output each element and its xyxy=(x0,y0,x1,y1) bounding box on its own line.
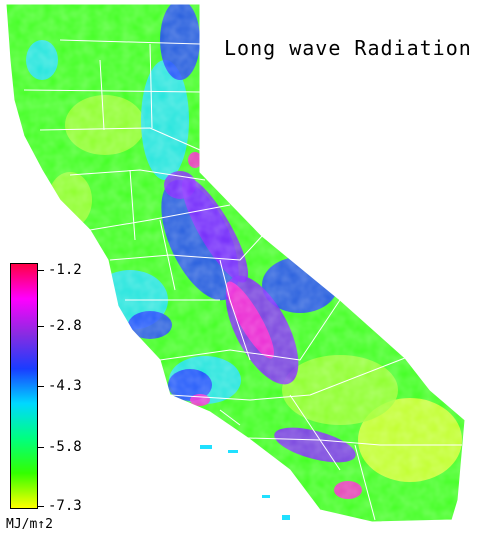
legend-tick xyxy=(38,326,44,327)
island xyxy=(282,515,290,520)
legend-tick-label: -1.2 xyxy=(48,262,82,278)
legend-color-bar xyxy=(10,263,38,509)
legend-tick-label: -7.3 xyxy=(48,498,82,514)
legend-tick xyxy=(38,447,44,448)
legend-tick xyxy=(38,386,44,387)
legend-tick-label: -4.3 xyxy=(48,378,82,394)
channel-islands xyxy=(200,445,290,520)
legend-tick-label: -2.8 xyxy=(48,318,82,334)
county-boundaries xyxy=(5,3,466,523)
map-title: Long wave Radiation xyxy=(224,36,472,60)
legend-tick-label: -5.8 xyxy=(48,439,82,455)
legend-tick xyxy=(38,506,44,507)
island xyxy=(200,445,212,449)
legend-tick xyxy=(38,270,44,271)
island xyxy=(262,495,270,498)
legend-unit: MJ/m↑2 xyxy=(6,517,53,532)
island xyxy=(228,450,238,453)
